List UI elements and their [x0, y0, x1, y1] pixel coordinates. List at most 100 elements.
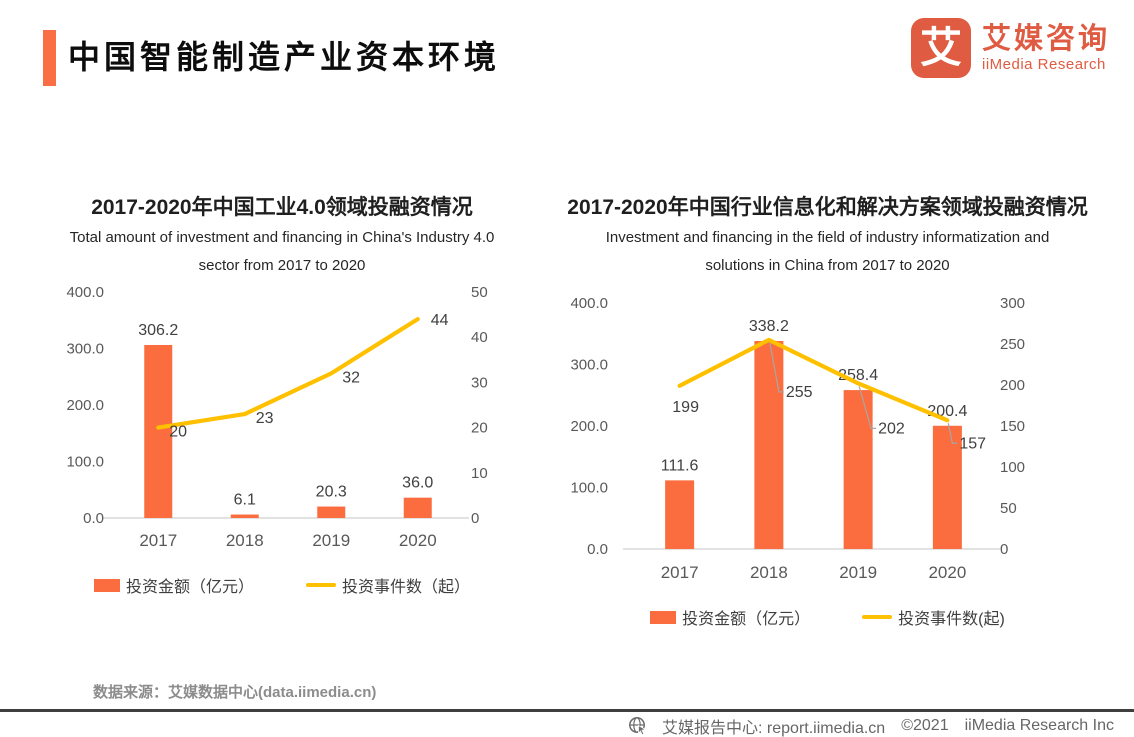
line-legend-swatch	[306, 583, 336, 587]
chart-panel-informatization: 2017-2020年中国行业信息化和解决方案领域投融资情况 Investment…	[540, 195, 1115, 629]
bar-value-label: 338.2	[749, 318, 789, 335]
chart-title: 2017-2020年中国工业4.0领域投融资情况	[91, 196, 473, 219]
bar-value-label: 36.0	[402, 475, 433, 492]
x-axis-label: 2017	[139, 531, 177, 550]
footer-bar: 艾媒报告中心: report.iimedia.cn ©2021 iiMedia …	[0, 709, 1134, 737]
chart-subtitle-line2: solutions in China from 2017 to 2020	[705, 257, 950, 274]
company-name: iiMedia Research Inc	[964, 716, 1114, 734]
line-value-label: 255	[786, 384, 813, 401]
chart-canvas: 0.0 100.0 200.0 300.0 400.0 0 10 20 30 40 50 2017 20…	[66, 284, 488, 550]
chart-panel-industry40: 2017-2020年中国工业4.0领域投融资情况 Total amount of…	[38, 195, 526, 597]
x-axis-label: 2018	[750, 563, 788, 582]
legend-label: 投资金额（亿元）	[125, 579, 254, 596]
globe-cursor-icon	[629, 716, 647, 735]
right-axis-tick: 0	[471, 510, 479, 527]
x-axis-label: 2019	[312, 531, 350, 550]
left-axis-tick: 400.0	[570, 295, 608, 312]
left-axis-tick: 300.0	[66, 341, 104, 358]
legend-item-investment: 投资金额（亿元）	[650, 605, 810, 629]
data-source-note: 数据来源：艾媒数据中心(data.iimedia.cn)	[93, 684, 377, 701]
left-axis-tick: 200.0	[66, 397, 104, 414]
chart-legend: 投资金额（亿元） 投资事件数(起)	[540, 605, 1115, 629]
logo-icon: 艾	[910, 18, 971, 78]
right-axis-tick: 150	[1000, 418, 1025, 435]
label-leader-line	[858, 386, 877, 429]
chart-subtitle-line1: Total amount of investment and financing…	[69, 229, 495, 246]
right-axis-tick: 50	[471, 284, 488, 301]
line-value-label: 202	[878, 420, 905, 437]
bar-2018	[230, 514, 259, 518]
right-axis-tick: 40	[471, 329, 488, 346]
x-axis-label: 2020	[399, 531, 437, 550]
right-axis-tick: 0	[1000, 541, 1008, 558]
legend-label: 投资事件数(起)	[898, 611, 1005, 628]
bar-value-label: 306.2	[138, 322, 178, 339]
line-value-label: 199	[672, 399, 699, 416]
x-axis-label: 2018	[226, 531, 264, 550]
line-value-label: 32	[342, 369, 360, 386]
chart-subtitle-line1: Investment and financing in the field of…	[605, 229, 1050, 246]
logo-text: 艾媒咨询 iiMedia Research	[982, 23, 1110, 73]
bar-value-label: 6.1	[234, 492, 256, 509]
title-accent-bar	[43, 30, 56, 86]
chart-subtitle-line2: sector from 2017 to 2020	[198, 257, 366, 274]
legend-item-events: 投资事件数(起)	[862, 605, 1005, 629]
chart-subtitle: Total amount of investment and financing…	[38, 224, 526, 280]
right-axis-tick: 250	[1000, 336, 1025, 353]
line-value-label: 20	[169, 424, 187, 441]
right-axis-tick: 10	[471, 465, 488, 482]
legend-label: 投资事件数（起）	[342, 579, 471, 596]
bar-2017	[665, 480, 695, 549]
industry40-chart: 0.0 100.0 200.0 300.0 400.0 0 10 20 30 40 50 2017 20…	[38, 280, 526, 567]
legend-item-investment: 投资金额（亿元）	[93, 573, 254, 597]
line-legend-swatch	[862, 615, 893, 619]
bar-2019	[843, 390, 873, 549]
bar-legend-swatch	[650, 610, 677, 624]
label-leader-line	[769, 342, 784, 393]
left-axis-tick: 200.0	[570, 418, 608, 435]
left-axis-tick: 0.0	[83, 510, 104, 527]
left-axis-tick: 100.0	[66, 454, 104, 471]
informatization-chart: 0.0 100.0 200.0 300.0 400.0 0 50 100 150 200 250 30…	[540, 280, 1115, 599]
logo-name-cn: 艾媒咨询	[981, 22, 1110, 55]
left-axis-tick: 0.0	[587, 541, 608, 558]
line-value-label: 44	[431, 312, 449, 329]
right-axis-tick: 200	[1000, 377, 1025, 394]
left-axis-tick: 300.0	[570, 357, 608, 374]
right-axis-tick: 30	[471, 374, 488, 391]
bar-value-label: 20.3	[316, 484, 347, 501]
left-axis-tick: 100.0	[570, 480, 608, 497]
bar-legend-swatch	[93, 578, 120, 592]
x-axis-label: 2017	[661, 563, 699, 582]
x-axis-label: 2020	[928, 563, 966, 582]
page-title: 中国智能制造产业资本环境	[68, 39, 501, 75]
left-axis-tick: 400.0	[66, 284, 104, 301]
footer-text: 艾媒报告中心: report.iimedia.cn ©2021 iiMedia …	[662, 714, 1114, 737]
iimedia-logo: 艾 艾媒咨询 iiMedia Research	[910, 18, 1110, 78]
right-axis-tick: 300	[1000, 295, 1025, 312]
right-axis-tick: 100	[1000, 459, 1025, 476]
events-line-series	[156, 317, 420, 430]
right-axis-tick: 50	[1000, 500, 1017, 517]
legend-label: 投资金额（亿元）	[682, 611, 811, 628]
logo-name-en: iiMedia Research	[981, 56, 1106, 74]
report-center-link[interactable]: 艾媒报告中心: report.iimedia.cn	[662, 719, 886, 737]
bar-2019	[317, 506, 346, 518]
bar-2020	[403, 497, 432, 518]
bar-2017	[144, 344, 173, 518]
legend-item-events: 投资事件数（起）	[306, 573, 470, 597]
bar-2018	[754, 341, 784, 549]
bar-value-label: 111.6	[661, 457, 699, 474]
chart-canvas: 0.0 100.0 200.0 300.0 400.0 0 50 100 150 200 250 30…	[570, 295, 1025, 582]
bar-value-label: 200.4	[927, 403, 967, 420]
chart-legend: 投资金额（亿元） 投资事件数（起）	[38, 573, 526, 597]
line-value-label: 23	[256, 410, 274, 427]
chart-subtitle: Investment and financing in the field of…	[540, 224, 1115, 280]
right-axis-tick: 20	[471, 420, 488, 437]
copyright: ©2021	[901, 716, 949, 734]
label-leader-line	[947, 423, 958, 444]
bar-2020	[932, 425, 962, 549]
chart-title: 2017-2020年中国行业信息化和解决方案领域投融资情况	[567, 196, 1088, 219]
events-line-series	[677, 337, 950, 423]
